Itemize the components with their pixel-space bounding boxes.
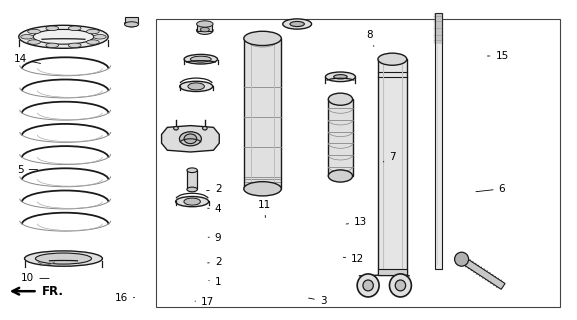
Ellipse shape xyxy=(46,43,59,48)
Ellipse shape xyxy=(125,22,138,27)
Ellipse shape xyxy=(325,72,355,82)
Ellipse shape xyxy=(187,168,197,172)
Ellipse shape xyxy=(357,274,379,297)
Ellipse shape xyxy=(290,21,305,27)
Text: 1: 1 xyxy=(209,276,222,287)
Ellipse shape xyxy=(184,134,197,144)
Ellipse shape xyxy=(244,31,282,45)
Ellipse shape xyxy=(125,20,138,27)
Bar xyxy=(378,59,407,275)
Text: 6: 6 xyxy=(476,184,505,194)
Ellipse shape xyxy=(200,28,209,32)
Bar xyxy=(378,269,407,275)
Text: 2: 2 xyxy=(208,257,222,268)
Bar xyxy=(156,19,560,307)
Ellipse shape xyxy=(184,54,218,64)
Ellipse shape xyxy=(21,35,33,39)
Ellipse shape xyxy=(334,75,347,79)
Bar xyxy=(244,38,282,189)
Ellipse shape xyxy=(175,196,209,207)
Ellipse shape xyxy=(24,251,103,266)
Text: 4: 4 xyxy=(208,204,222,214)
Ellipse shape xyxy=(244,182,282,196)
Text: 17: 17 xyxy=(195,297,214,308)
Polygon shape xyxy=(162,126,219,152)
Ellipse shape xyxy=(455,252,469,266)
Text: 13: 13 xyxy=(346,217,367,228)
Text: 9: 9 xyxy=(208,233,222,244)
Ellipse shape xyxy=(203,126,207,130)
Ellipse shape xyxy=(197,21,213,27)
Ellipse shape xyxy=(389,274,411,297)
Ellipse shape xyxy=(187,187,197,192)
Ellipse shape xyxy=(174,126,178,130)
Text: 8: 8 xyxy=(366,30,374,46)
Text: 11: 11 xyxy=(258,200,271,218)
Ellipse shape xyxy=(87,29,99,34)
Ellipse shape xyxy=(28,40,40,44)
Ellipse shape xyxy=(197,26,213,34)
Text: 15: 15 xyxy=(488,51,508,61)
Ellipse shape xyxy=(363,280,373,291)
Ellipse shape xyxy=(256,40,269,45)
Ellipse shape xyxy=(46,26,59,30)
Ellipse shape xyxy=(283,19,312,29)
Text: 14: 14 xyxy=(14,54,40,64)
Ellipse shape xyxy=(328,93,353,105)
Ellipse shape xyxy=(378,53,407,65)
Text: FR.: FR. xyxy=(42,285,63,298)
Bar xyxy=(197,24,212,31)
Text: 5: 5 xyxy=(17,164,38,175)
Text: 3: 3 xyxy=(309,296,327,306)
Ellipse shape xyxy=(33,29,93,44)
Polygon shape xyxy=(460,256,505,289)
Text: 10: 10 xyxy=(21,273,49,284)
Text: 2: 2 xyxy=(207,184,222,195)
Ellipse shape xyxy=(179,132,201,146)
Ellipse shape xyxy=(179,81,213,92)
Bar xyxy=(435,13,442,269)
Ellipse shape xyxy=(188,83,204,90)
Ellipse shape xyxy=(35,253,92,264)
Ellipse shape xyxy=(87,40,99,44)
Ellipse shape xyxy=(395,280,406,291)
Ellipse shape xyxy=(28,29,40,34)
Bar xyxy=(125,17,138,24)
Ellipse shape xyxy=(68,26,81,30)
Text: 12: 12 xyxy=(343,254,364,264)
Ellipse shape xyxy=(68,43,81,48)
Bar xyxy=(187,170,197,189)
Text: 16: 16 xyxy=(115,292,134,303)
Ellipse shape xyxy=(328,170,353,182)
Ellipse shape xyxy=(184,198,200,205)
Bar xyxy=(328,99,353,176)
Ellipse shape xyxy=(18,25,108,48)
Text: 7: 7 xyxy=(383,152,396,162)
Ellipse shape xyxy=(190,56,211,62)
Ellipse shape xyxy=(93,35,106,39)
